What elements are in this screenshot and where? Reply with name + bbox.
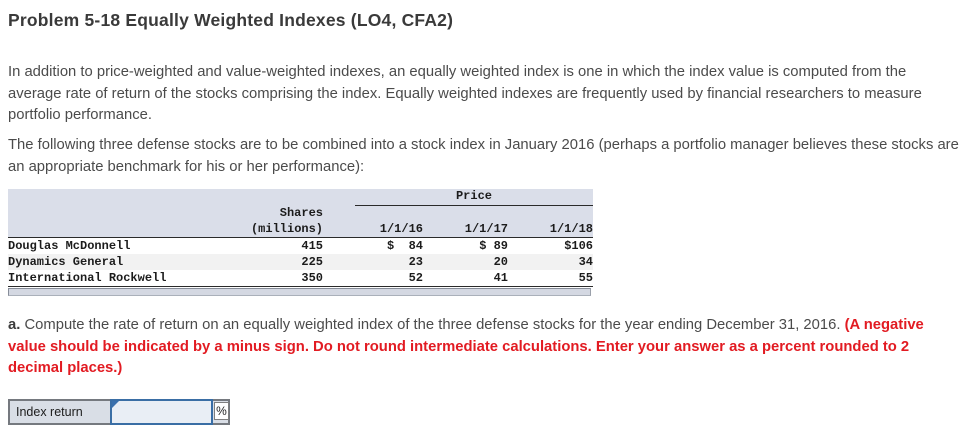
answer-panel: Index return % [8,399,230,425]
empty-cell [8,189,243,206]
shares-value: 415 [301,239,323,253]
price-1-1-18: 55 [508,270,593,287]
date-header-1-1-18: 1/1/18 [508,221,593,238]
shares-header-line1: Shares [243,206,323,221]
answer-cell-marker-icon [112,401,119,408]
answer-label: Index return [16,405,83,419]
empty-cell [323,206,423,221]
stock-name: International Rockwell [8,270,243,287]
table-row: Dynamics General 225 23 20 34 [8,254,593,270]
empty-cell [8,221,243,238]
price-group-header: Price [323,189,593,206]
shares-value: 225 [243,254,323,270]
price-1-1-18: $106 [564,239,593,253]
price-1-1-16: $ 84 [386,239,423,253]
empty-cell [8,206,243,221]
price-1-1-18: 34 [508,254,593,270]
question-a-label: a. [8,317,21,333]
stock-name: Dynamics General [8,254,243,270]
date-header-1-1-17: 1/1/17 [423,221,508,238]
price-1-1-17: 41 [423,270,508,287]
page-title: Problem 5-18 Equally Weighted Indexes (L… [8,10,454,30]
table-row: International Rockwell 350 52 41 55 [8,270,593,287]
table-row: Douglas McDonnell 415 $ 84 $ 89 $106 [8,238,593,255]
shares-header-row: Shares [8,206,593,221]
percent-suffix: % [214,402,229,420]
column-header-row: (millions) 1/1/16 1/1/17 1/1/18 [8,221,593,238]
intro-paragraph: In addition to price-weighted and value-… [8,64,922,123]
table-scrollbar[interactable] [8,288,591,296]
price-1-1-16: 52 [323,270,423,287]
answer-input-cell[interactable] [110,399,213,425]
shares-header-line2: (millions) [243,221,323,238]
empty-cell [423,206,508,221]
index-return-input[interactable] [112,401,211,423]
price-1-1-17: $ 89 [479,239,508,253]
stock-name: Douglas McDonnell [8,239,131,253]
price-1-1-16: 23 [323,254,423,270]
shares-value: 350 [243,270,323,287]
stock-table: Price Shares (millions) 1/1/16 1/1/17 1/… [8,189,593,287]
empty-cell [508,206,593,221]
price-group-row: Price [8,189,593,206]
question-a: a. Compute the rate of return on an equa… [8,315,960,380]
question-a-instruction: (A negative value should be indicated by… [8,317,924,376]
setup-paragraph: The following three defense stocks are t… [8,137,959,175]
empty-cell [243,189,323,206]
price-1-1-17: 20 [423,254,508,270]
date-header-1-1-16: 1/1/16 [323,221,423,238]
question-a-text: Compute the rate of return on an equally… [24,317,841,333]
